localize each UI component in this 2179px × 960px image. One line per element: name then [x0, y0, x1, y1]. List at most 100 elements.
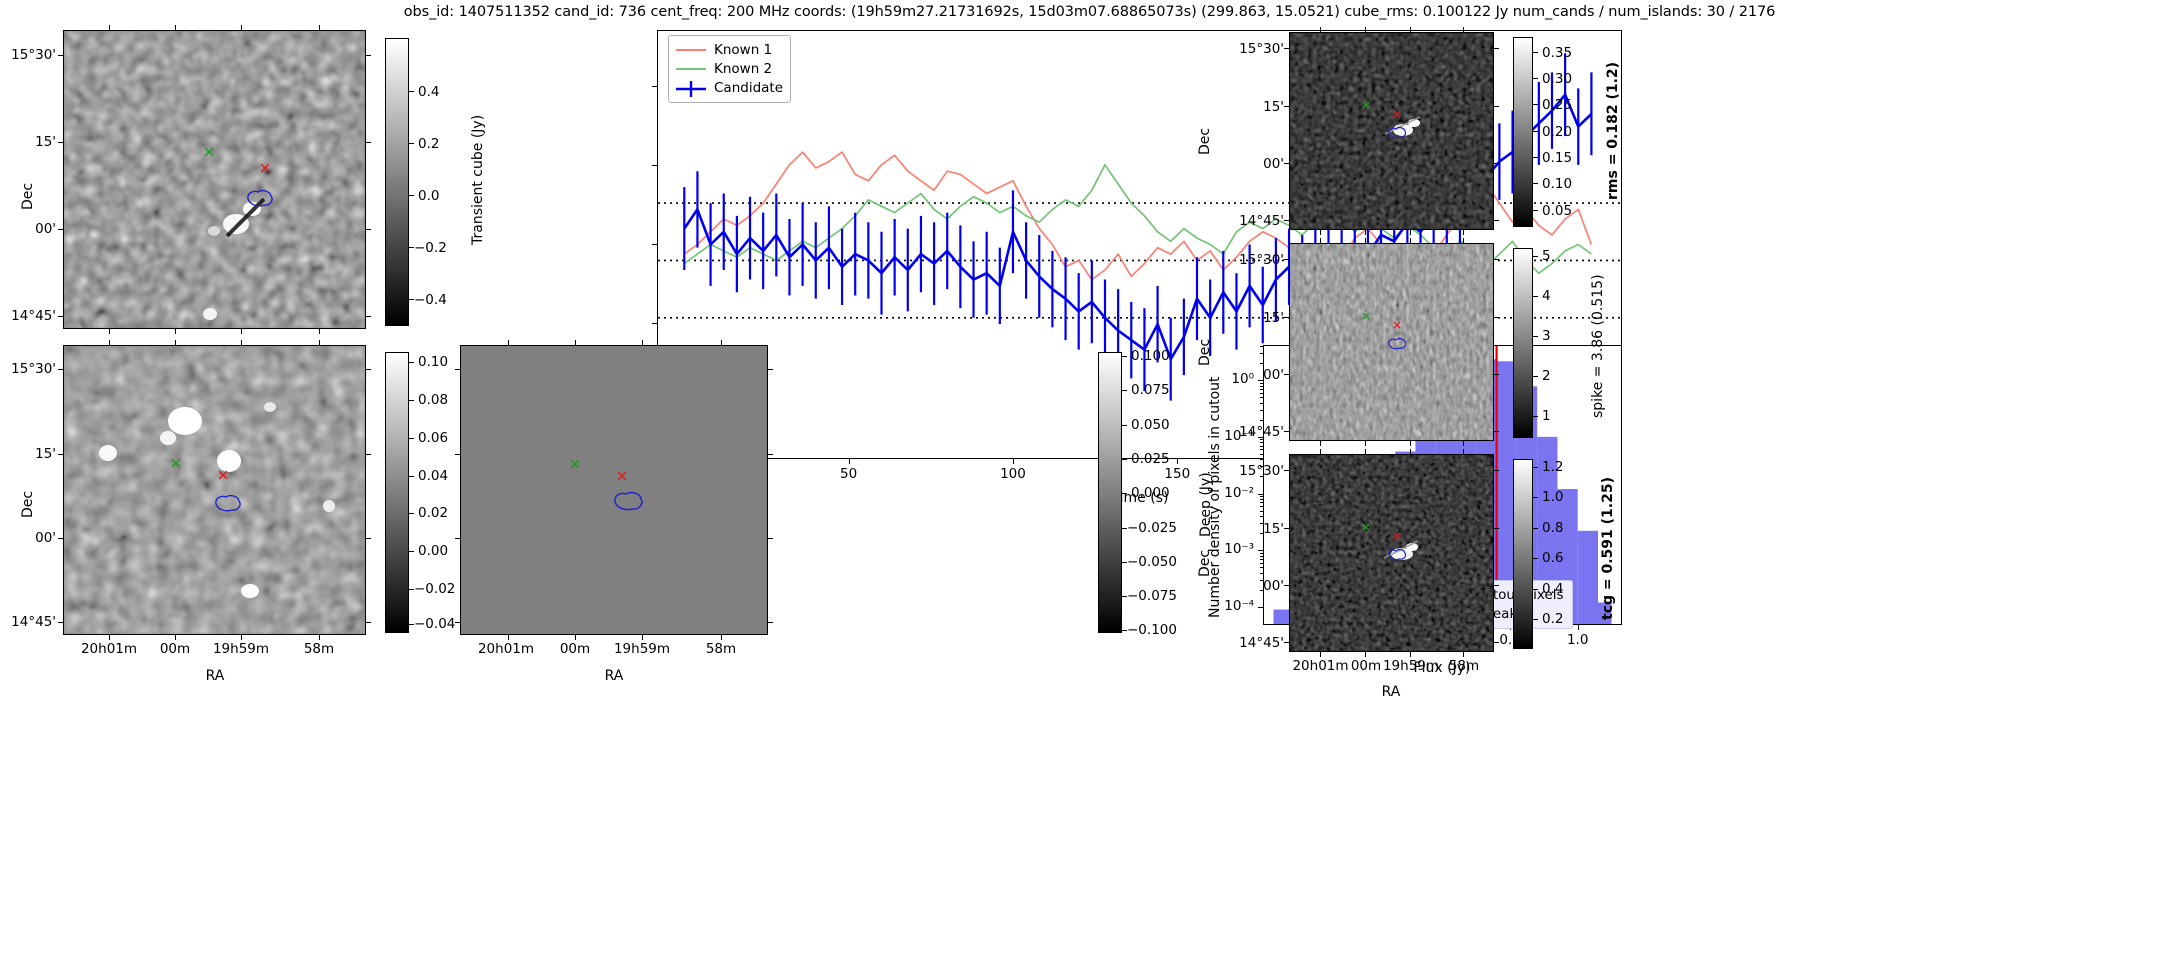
- known1-line-swatch: [676, 43, 706, 57]
- known2-marker-gleam: ✕: [169, 454, 183, 473]
- cube-ylabel: Dec: [20, 182, 36, 210]
- hist-bar-13: [1537, 436, 1558, 624]
- candidate-marker-deep: ✕: [615, 467, 629, 486]
- lightcurve-xticklabel-1: 50: [840, 466, 858, 482]
- rms-cbar-tick-3: 0.20: [1542, 124, 1573, 140]
- tcg-image-panel[interactable]: ✕ ✕: [1289, 454, 1494, 652]
- gleam-cbar-tick-1: 0.08: [418, 392, 449, 408]
- candidate-marker-rms: ✕: [1391, 107, 1403, 122]
- tcg-cbar-tick-2: 0.8: [1542, 520, 1564, 536]
- spike-cbar-tick-3: 2: [1542, 368, 1551, 384]
- cube-cbar-tick-4: −0.4: [414, 292, 447, 308]
- hist-yticklabel-4: 10⁻⁴: [1224, 597, 1254, 614]
- deep-cbar-tick-2: 0.050: [1131, 417, 1170, 433]
- rms-ytick-2: 00': [1263, 156, 1284, 172]
- rms-cbar-tick-5: 0.10: [1542, 176, 1573, 192]
- spike-image-panel[interactable]: ✕ ✕: [1289, 243, 1494, 441]
- deep-colorbar[interactable]: [1098, 352, 1122, 633]
- rms-cbar-tick-1: 0.30: [1542, 71, 1573, 87]
- candidate-marker-gleam: ✕: [216, 466, 230, 485]
- legend-label-known2: Known 2: [714, 60, 773, 77]
- deep-xtick-3: 58m: [705, 641, 737, 657]
- hist-yticklabel-1: 10⁻¹: [1224, 427, 1254, 444]
- spike-ytick-1: 15': [1263, 310, 1284, 326]
- candidate-marker-tcg: ✕: [1391, 529, 1403, 544]
- tcg-cbar-tick-0: 1.2: [1542, 459, 1564, 475]
- legend-label-candidate: Candidate: [714, 79, 784, 96]
- spike-ytick-2: 00': [1263, 367, 1284, 383]
- cube-cbar-tick-3: −0.2: [414, 240, 447, 256]
- rms-ytick-1: 15': [1263, 99, 1284, 115]
- tcg-xtick-2: 19h59m: [1382, 658, 1440, 674]
- cube-ytick-0: 15°30': [11, 47, 56, 63]
- figure-title: obs_id: 1407511352 cand_id: 736 cent_fre…: [403, 4, 1776, 20]
- hist-xtick-4: [1577, 625, 1579, 630]
- rms-cbar-tick-2: 0.25: [1542, 97, 1573, 113]
- cube-cbar-tick-1: 0.2: [418, 136, 440, 152]
- gleam-ytick-3: 14°45': [11, 614, 56, 630]
- known2-marker-deep: ✕: [568, 455, 582, 474]
- gleam-ytick-0: 15°30': [11, 361, 56, 377]
- deep-xtick-1: 00m: [559, 641, 591, 657]
- rms-colorbar-label: rms = 0.182 (1.2): [1605, 61, 1621, 200]
- rms-colorbar[interactable]: [1513, 37, 1533, 227]
- spike-cbar-tick-2: 3: [1542, 328, 1551, 344]
- gleam-pixels: [64, 346, 365, 634]
- transient-cube-image-panel[interactable]: ✕ ✕: [63, 30, 366, 329]
- gleam-cbar-tick-3: 0.04: [418, 468, 449, 484]
- tcg-xlabel: RA: [1381, 684, 1401, 700]
- gleam-xtick-1: 00m: [159, 641, 191, 657]
- transient-cube-colorbar[interactable]: [385, 38, 409, 326]
- gleam-cbar-tick-5: 0.00: [418, 543, 449, 559]
- tcg-cbar-tick-5: 0.2: [1542, 611, 1564, 627]
- lightcurve-legend: Known 1 Known 2 Candidate: [668, 35, 792, 103]
- spike-ytick-3: 14°45': [1239, 424, 1284, 440]
- tcg-colorbar-label: tcg = 0.591 (1.25): [1600, 477, 1616, 620]
- lightcurve-xtick-1: [848, 459, 850, 464]
- tcg-ylabel: Dec: [1197, 549, 1213, 577]
- gleam-cbar-tick-6: −0.02: [414, 581, 456, 597]
- gleam-xtick-3: 58m: [303, 641, 335, 657]
- lightcurve-xticklabel-2: 100: [1000, 466, 1026, 482]
- tcg-ytick-0: 15°30': [1239, 463, 1284, 479]
- tcg-colorbar[interactable]: [1513, 459, 1533, 649]
- tcg-xtick-1: 00m: [1350, 658, 1382, 674]
- gleam-colorbar[interactable]: [385, 352, 409, 633]
- tcg-island-contour: [1388, 548, 1407, 561]
- known2-marker-cube: ✕: [202, 143, 216, 162]
- gleam-ytick-1: 15': [35, 446, 56, 462]
- deep-cbar-tick-5: −0.025: [1127, 520, 1177, 536]
- deep-xtick-2: 19h59m: [613, 641, 671, 657]
- deep-image-panel[interactable]: ✕ ✕: [460, 345, 768, 635]
- spike-island-contour: [1388, 337, 1407, 350]
- cube-ytick-1: 15': [35, 134, 56, 150]
- legend-row-candidate: Candidate: [676, 78, 783, 97]
- known2-line-swatch: [676, 62, 706, 76]
- tcg-cbar-tick-4: 0.4: [1542, 581, 1564, 597]
- gleam-cbar-tick-4: 0.02: [418, 505, 449, 521]
- cube-colorbar-label: Transient cube (Jy): [470, 114, 486, 245]
- spike-colorbar-label: spike = 3.86 (0.515): [1590, 274, 1606, 418]
- deep-cbar-tick-6: −0.050: [1127, 554, 1177, 570]
- gleam-cbar-tick-2: 0.06: [418, 430, 449, 446]
- spike-ytick-0: 15°30': [1239, 252, 1284, 268]
- tcg-pixels: [1290, 455, 1493, 651]
- deep-island-contour: [614, 491, 643, 511]
- gleam-ylabel: Dec: [20, 490, 36, 518]
- deep-cbar-tick-7: −0.075: [1127, 588, 1177, 604]
- legend-row-known2: Known 2: [676, 59, 783, 78]
- gleam-island-contour: [215, 494, 241, 512]
- spike-colorbar[interactable]: [1513, 248, 1533, 438]
- hist-bar-15: [1577, 530, 1599, 624]
- rms-ytick-0: 15°30': [1239, 41, 1284, 57]
- cube-ytick-2: 00': [35, 221, 56, 237]
- gleam-image-panel[interactable]: ✕ ✕: [63, 345, 366, 635]
- rms-ytick-3: 14°45': [1239, 213, 1284, 229]
- candidate-errorbar-swatch: [676, 80, 706, 97]
- hist-yticklabel-0: 10⁰: [1231, 371, 1254, 388]
- rms-image-panel[interactable]: ✕ ✕: [1289, 32, 1494, 230]
- spike-cbar-tick-4: 1: [1542, 408, 1551, 424]
- candidate-marker-spike: ✕: [1391, 318, 1403, 333]
- rms-pixels: [1290, 33, 1493, 229]
